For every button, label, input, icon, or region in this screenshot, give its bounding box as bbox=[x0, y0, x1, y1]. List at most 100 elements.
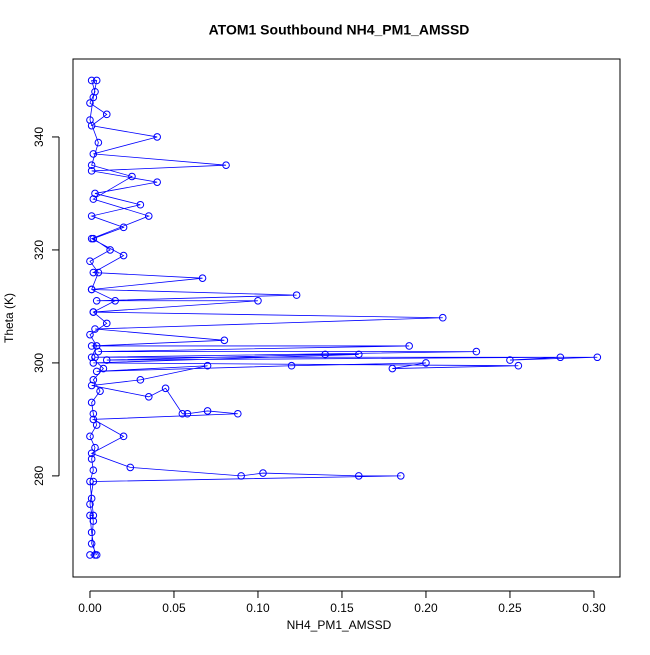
data-point bbox=[86, 477, 94, 486]
data-point bbox=[89, 517, 98, 525]
data-point bbox=[86, 432, 94, 441]
data-point bbox=[422, 359, 430, 367]
data-point bbox=[86, 330, 94, 339]
data-point bbox=[87, 449, 96, 458]
data-point bbox=[87, 494, 96, 503]
data-point bbox=[87, 342, 96, 350]
data-point bbox=[106, 246, 114, 254]
data-point bbox=[89, 477, 98, 486]
data-point bbox=[259, 469, 267, 477]
data-point bbox=[89, 376, 98, 384]
data-point bbox=[87, 455, 96, 463]
data-point bbox=[254, 296, 262, 305]
data-point bbox=[111, 296, 119, 305]
data-point bbox=[92, 296, 101, 305]
data-point bbox=[89, 268, 98, 277]
data-point bbox=[388, 364, 397, 373]
data-point bbox=[183, 409, 192, 418]
data-point bbox=[506, 356, 514, 364]
data-point bbox=[234, 409, 242, 418]
x-tick-label: 0.00 bbox=[78, 601, 102, 615]
y-tick-label: 280 bbox=[32, 466, 46, 486]
data-point bbox=[203, 407, 212, 415]
data-point bbox=[102, 110, 111, 119]
data-point bbox=[354, 472, 363, 480]
data-point bbox=[472, 347, 481, 356]
data-point bbox=[405, 342, 413, 350]
data-point bbox=[438, 313, 447, 322]
data-point bbox=[128, 172, 136, 181]
y-tick-label: 320 bbox=[32, 240, 46, 260]
data-point bbox=[86, 511, 94, 520]
x-tick-label: 0.30 bbox=[582, 601, 606, 615]
data-point bbox=[94, 138, 103, 147]
data-point bbox=[593, 353, 602, 362]
data-point bbox=[292, 291, 301, 299]
data-point bbox=[153, 178, 161, 186]
series-line bbox=[89, 80, 598, 556]
chart-title: ATOM1 Southbound NH4_PM1_AMSSD bbox=[209, 22, 470, 38]
data-point bbox=[136, 200, 145, 209]
data-point bbox=[87, 161, 96, 169]
data-point bbox=[92, 367, 101, 376]
data-point bbox=[89, 195, 98, 203]
data-point bbox=[87, 167, 96, 175]
data-point bbox=[92, 551, 101, 559]
y-tick-label: 340 bbox=[32, 127, 46, 147]
data-point bbox=[86, 99, 94, 107]
y-tick-label: 300 bbox=[32, 353, 46, 373]
data-point bbox=[514, 361, 523, 370]
data-point bbox=[89, 150, 98, 158]
data-point bbox=[102, 319, 111, 328]
data-point bbox=[89, 308, 98, 316]
data-point bbox=[102, 356, 111, 364]
data-point bbox=[321, 350, 329, 359]
data-point bbox=[96, 387, 104, 395]
data-point bbox=[144, 212, 153, 220]
data-point bbox=[89, 415, 98, 424]
data-point bbox=[86, 257, 94, 266]
data-point bbox=[119, 251, 128, 260]
data-point bbox=[91, 325, 99, 333]
x-tick-label: 0.20 bbox=[414, 601, 438, 615]
data-point bbox=[153, 133, 161, 141]
data-point bbox=[119, 223, 128, 232]
data-point bbox=[94, 268, 103, 277]
data-point bbox=[87, 76, 96, 85]
data-point bbox=[89, 359, 98, 367]
data-point bbox=[87, 212, 96, 220]
x-axis-label: NH4_PM1_AMSSD bbox=[287, 618, 392, 632]
data-point bbox=[220, 336, 229, 345]
x-tick-label: 0.15 bbox=[330, 601, 354, 615]
data-point bbox=[87, 353, 96, 362]
data-point bbox=[198, 274, 207, 282]
data-point bbox=[94, 347, 103, 356]
data-point bbox=[556, 353, 565, 362]
data-point bbox=[87, 121, 96, 130]
data-point bbox=[144, 393, 153, 401]
y-axis-label: Theta (K) bbox=[2, 293, 16, 343]
data-point bbox=[126, 463, 135, 472]
data-point bbox=[91, 189, 99, 198]
data-point bbox=[89, 409, 98, 418]
x-tick-label: 0.05 bbox=[162, 601, 186, 615]
data-point bbox=[161, 384, 170, 393]
data-point bbox=[87, 539, 96, 548]
data-point bbox=[86, 500, 94, 508]
data-point bbox=[92, 76, 101, 85]
data-point bbox=[91, 353, 99, 362]
data-point bbox=[136, 376, 145, 384]
data-point bbox=[354, 350, 363, 359]
data-point bbox=[87, 528, 96, 537]
x-tick-label: 0.25 bbox=[498, 601, 522, 615]
data-point bbox=[89, 511, 98, 520]
data-point bbox=[237, 472, 245, 480]
data-point bbox=[87, 381, 96, 390]
data-point bbox=[91, 87, 99, 96]
data-point bbox=[92, 421, 101, 429]
data-point bbox=[287, 361, 296, 370]
data-point bbox=[396, 472, 405, 480]
data-point bbox=[89, 93, 98, 102]
data-point bbox=[89, 466, 98, 475]
